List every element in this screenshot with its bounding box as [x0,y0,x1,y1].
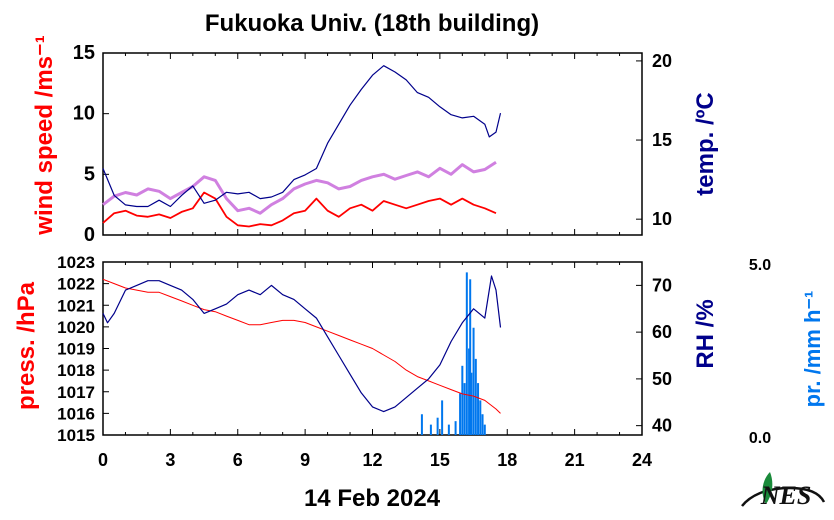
pressure-axis-tick-label: 1017 [57,383,95,402]
precip-bar [420,414,423,435]
x-tick-label: 18 [497,450,517,470]
x-tick-label: 12 [362,450,382,470]
wind-axis-tick-label: 0 [84,224,95,246]
precip-bar [436,417,439,435]
wind-speed-line [102,191,497,228]
precip-bar [454,421,457,435]
x-tick-label: 3 [165,450,175,470]
wind-axis-label: wind speed /ms⁻¹ [31,35,58,235]
wind-axis-tick-label: 10 [73,103,95,125]
pressure-axis-tick-label: 1023 [57,253,95,272]
precip-max-label: 5.0 [749,257,771,274]
x-axis: 0 3 6 9 12 15 18 21 24 [98,450,652,470]
precip-bar [481,414,484,435]
wind-gust-line [102,160,497,215]
precip-bar [470,372,473,435]
top-panel: 0 5 10 15 10 15 20 wind speed /ms⁻¹ temp. /ºC [31,35,719,246]
precip-bar [461,365,464,435]
rh-axis-tick-label: 40 [652,416,672,436]
precip-axis-label: pr. /mm h⁻¹ [800,291,825,408]
pressure-axis-tick-label: 1016 [57,404,95,423]
rh-line [102,275,502,413]
logo-swoosh [741,486,826,507]
wind-axis-tick-label: 15 [73,42,95,64]
precip-bar [447,424,450,435]
rh-axis-tick-label: 50 [652,369,672,389]
date-label: 14 Feb 2024 [304,485,441,512]
x-tick-label: 0 [98,450,108,470]
precip-bar [459,393,462,435]
precip-bar [472,327,475,435]
logo-text: NES [760,481,812,510]
pressure-line [102,278,501,414]
precip-bar [441,400,444,435]
temp-axis-tick-label: 10 [652,209,672,229]
logo-leaf-icon [762,472,773,504]
x-tick-label: 6 [233,450,243,470]
precip-bar [465,272,468,435]
precip-bar [429,424,432,435]
precip-bar [477,383,480,435]
pressure-axis-tick-label: 1020 [57,318,95,337]
pressure-axis-tick-label: 1022 [57,275,95,294]
temp-axis-tick-label: 15 [652,130,672,150]
pressure-axis-tick-label: 1019 [57,340,95,359]
top-panel-frame [102,52,643,236]
pressure-axis-label: press. /hPa [13,281,40,410]
precip-bar [469,279,472,435]
rh-axis-tick-label: 60 [652,322,672,342]
x-tick-label: 21 [565,450,585,470]
rh-axis-tick-label: 70 [652,275,672,295]
x-tick-label: 9 [300,450,310,470]
chart-title: Fukuoka Univ. (18th building) [205,10,539,37]
pressure-axis-tick-label: 1018 [57,361,95,380]
wind-axis-tick-label: 5 [84,163,95,185]
precip-bar [479,400,482,435]
temp-axis-label: temp. /ºC [692,92,719,195]
bottom-panel: 1015 1016 1017 1018 1019 1020 1021 1022 1023 40 50… [13,253,825,447]
pressure-axis-tick-label: 1015 [57,426,95,445]
pressure-axis-tick-label: 1021 [57,296,95,315]
rh-axis-label: RH /% [692,299,719,368]
temperature-line [102,65,502,208]
precip-bar [468,348,471,435]
x-tick-label: 15 [430,450,450,470]
x-tick-label: 24 [632,450,652,470]
precip-bar [463,383,466,435]
temp-axis-tick-label: 20 [652,51,672,71]
precip-min-label: 0.0 [749,430,771,447]
precip-bar [483,424,486,435]
logo: NES [741,472,826,510]
